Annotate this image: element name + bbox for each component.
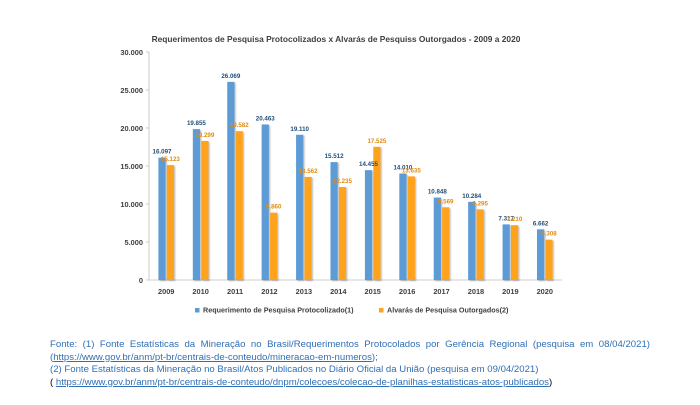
x-tick-label: 2020 — [537, 287, 553, 296]
x-tick-label: 2019 — [502, 287, 518, 296]
bar-series-2 — [476, 209, 484, 280]
data-label-series-1: 14.455 — [359, 161, 378, 168]
data-label-series-1: 26.069 — [221, 73, 240, 80]
data-label-series-2: 9.295 — [472, 200, 488, 207]
data-label-series-2: 18.299 — [195, 132, 214, 139]
bar-series-1 — [468, 201, 476, 280]
y-tick-label: 5.000 — [125, 238, 144, 247]
bar-series-2 — [338, 187, 347, 280]
legend: Requerimento de Pesquisa Protocolizado(1… — [195, 306, 509, 315]
data-label-series-1: 10.284 — [462, 193, 481, 200]
legend-swatch-2 — [379, 308, 384, 313]
x-tick-label: 2018 — [468, 287, 484, 296]
data-label-series-2: 7.210 — [507, 216, 523, 223]
source-link-2[interactable]: https://www.gov.br/anm/pt-br/centrais-de… — [55, 376, 549, 388]
legend-swatch-1 — [195, 308, 200, 313]
source-line-3-open: ( — [50, 376, 56, 388]
data-label-series-1: 19.855 — [187, 120, 206, 127]
bar-series-1 — [536, 229, 545, 280]
data-label-series-2: 19.582 — [230, 122, 249, 129]
bar-series-2 — [270, 212, 278, 280]
x-tick-label: 2014 — [330, 287, 347, 296]
y-tick-label: 30.000 — [120, 48, 143, 57]
bar-series-2 — [235, 131, 243, 280]
bar-series-1 — [296, 134, 304, 280]
x-tick-label: 2015 — [364, 287, 380, 296]
x-tick-label: 2012 — [261, 287, 277, 296]
bar-series-1 — [261, 124, 269, 280]
data-label-series-2: 12.235 — [333, 178, 352, 185]
data-labels-layer: 16.097 19.855 26.069 20.463 19.110 15.512 14.4… — [153, 73, 558, 238]
y-tick-label: 15.000 — [120, 162, 143, 171]
data-label-series-2: 5.308 — [541, 231, 557, 238]
data-label-series-2: 9.569 — [438, 198, 454, 205]
data-label-series-1: 10.848 — [428, 189, 447, 196]
bar-series-1 — [364, 170, 373, 280]
data-label-series-1: 14.010 — [393, 165, 412, 172]
x-tick-label: 2010 — [192, 287, 208, 296]
bar-series-2 — [407, 176, 415, 280]
bar-series-2 — [373, 146, 381, 280]
bar-series-2 — [442, 207, 450, 280]
data-label-series-1: 7.317 — [498, 215, 514, 222]
data-label-series-2: 13.635 — [402, 167, 421, 174]
source-line-3-end: ) — [548, 376, 553, 388]
bar-series-1 — [433, 197, 441, 280]
x-tick-label: 2016 — [399, 287, 415, 296]
bar-series-1 — [399, 173, 407, 280]
bar-series-2 — [201, 140, 209, 280]
legend-label-2: Alvarás de Pesquisa Outorgados(2) — [387, 306, 509, 315]
data-label-series-1: 15.512 — [325, 153, 344, 160]
data-label-series-1: 20.463 — [256, 115, 275, 122]
source-line-1-text: Fonte: (1) Fonte Estatísticas da Mineraç… — [50, 339, 650, 363]
source-line-1-end: ); — [371, 351, 378, 363]
source-line-1: Fonte: (1) Fonte Estatísticas da Mineraç… — [50, 339, 650, 364]
bar-series-1 — [502, 224, 510, 280]
bar-chart: Requerimentos de Pesquisa Protocolizados… — [120, 34, 562, 315]
source-notes: Fonte: (1) Fonte Estatísticas da Mineraç… — [50, 339, 650, 389]
bar-series-1 — [227, 81, 235, 280]
x-tick-label: 2013 — [296, 287, 312, 296]
x-tick-label: 2017 — [433, 287, 449, 296]
data-label-series-1: 19.110 — [290, 126, 309, 133]
source-link-1[interactable]: https://www.gov.br/anm/pt-br/centrais-de… — [53, 351, 372, 363]
bar-series-2 — [510, 225, 519, 280]
data-label-series-2: 17.525 — [367, 138, 386, 145]
data-label-series-2: 13.562 — [299, 168, 318, 175]
x-tick-label: 2011 — [227, 287, 243, 296]
bars-layer — [158, 81, 553, 280]
source-line-2: (2) Fonte Estatísticas da Mineração no B… — [50, 364, 539, 376]
chart-title: Requerimentos de Pesquisa Protocolizados… — [152, 34, 521, 44]
x-tick-label: 2009 — [158, 287, 174, 296]
source-line-3: ( https://www.gov.br/anm/pt-br/centrais-… — [50, 377, 650, 390]
data-label-series-2: 8.860 — [266, 204, 282, 211]
bar-series-2 — [545, 239, 553, 280]
bar-series-1 — [192, 129, 201, 280]
bar-series-2 — [304, 176, 312, 280]
bar-series-2 — [166, 165, 175, 280]
axes: 0 5.000 10.000 15.000 20.000 25.000 30.000 2009… — [120, 48, 562, 296]
y-tick-label: 25.000 — [120, 86, 143, 95]
legend-label-1: Requerimento de Pesquisa Protocolizado(1… — [203, 306, 354, 315]
data-label-series-2: 15.123 — [161, 156, 180, 163]
y-tick-label: 10.000 — [120, 200, 143, 209]
bar-series-1 — [158, 157, 166, 280]
bar-series-1 — [330, 162, 338, 280]
data-label-series-1: 16.097 — [153, 149, 172, 156]
y-tick-label: 20.000 — [120, 124, 143, 133]
y-tick-label: 0 — [139, 276, 143, 285]
data-label-series-1: 6.662 — [533, 220, 549, 227]
